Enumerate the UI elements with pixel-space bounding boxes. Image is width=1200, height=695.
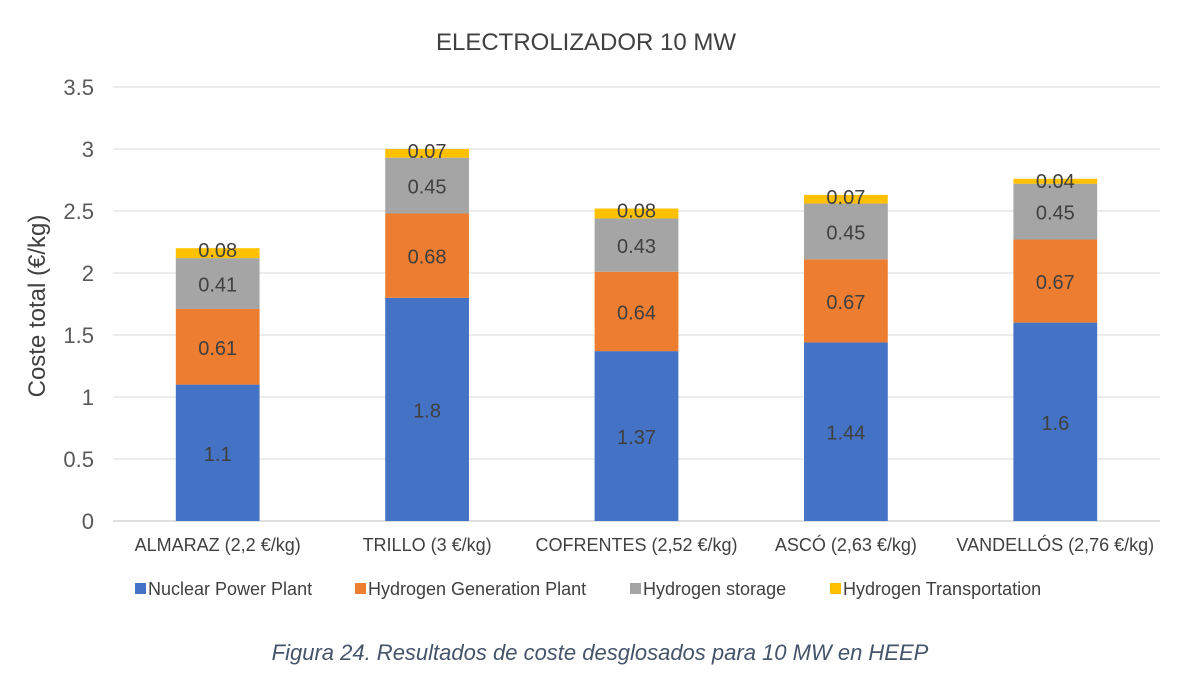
x-tick-label: ASCÓ (2,63 €/kg) [775, 534, 917, 555]
bar-segment [804, 259, 888, 343]
bar-segment [594, 208, 679, 219]
bar-segment [804, 342, 888, 521]
data-label: 1.37 [617, 427, 656, 449]
bars: 1.1 0.61 0.41 0.08 1.8 0.68 0.45 0.07 1.37 0.64 0.… [175, 141, 1098, 521]
figure-caption: Figura 24. Resultados de coste desglosad… [271, 640, 929, 665]
data-label: 0.07 [408, 141, 447, 163]
bar-segment [175, 308, 260, 385]
data-label: 0.45 [408, 177, 447, 199]
data-label: 0.67 [1036, 272, 1075, 294]
stacked-bar-chart: ELECTROLIZADOR 10 MW Coste total (€/kg) … [24, 29, 1160, 599]
data-label: 0.64 [617, 302, 656, 324]
bar-segment [804, 203, 888, 260]
data-label: 0.08 [198, 240, 237, 262]
legend: Nuclear Power Plant Hydrogen Generation P… [135, 579, 1041, 599]
x-tick-label: ALMARAZ (2,2 €/kg) [135, 535, 301, 555]
data-label: 1.1 [204, 444, 232, 466]
data-label: 0.61 [198, 338, 237, 360]
legend-entry: Hydrogen Transportation [843, 579, 1041, 599]
bar-segment [594, 271, 679, 352]
bar-segment [1013, 183, 1098, 240]
y-tick-label: 3.5 [63, 75, 94, 100]
bar-segment [385, 157, 469, 214]
y-tick-label: 2 [82, 261, 94, 286]
bar-segment [385, 297, 469, 521]
bar-segment [385, 213, 469, 298]
y-tick-label: 0.5 [63, 447, 94, 472]
y-axis-ticks: 0 0.5 1 1.5 2 2.5 3 3.5 [63, 75, 94, 534]
legend-entry: Hydrogen Generation Plant [368, 579, 586, 599]
data-label: 1.6 [1041, 413, 1069, 435]
y-tick-label: 1.5 [63, 323, 94, 348]
bar-segment [175, 258, 260, 309]
bar-segment [175, 248, 260, 259]
x-tick-label: COFRENTES (2,52 €/kg) [535, 535, 737, 555]
data-label: 0.67 [826, 292, 865, 314]
data-label: 0.04 [1036, 171, 1075, 193]
x-axis-ticks: ALMARAZ (2,2 €/kg) TRILLO (3 €/kg) COFRENT… [135, 534, 1155, 555]
y-tick-label: 3 [82, 137, 94, 162]
legend-swatch [135, 583, 146, 594]
chart-title: ELECTROLIZADOR 10 MW [436, 29, 736, 56]
data-label: 0.45 [826, 222, 865, 244]
data-label: 1.44 [826, 423, 865, 445]
y-tick-label: 2.5 [63, 199, 94, 224]
data-label: 0.08 [617, 201, 656, 223]
y-tick-label: 0 [82, 509, 94, 534]
data-label: 0.45 [1036, 203, 1075, 225]
x-tick-label: TRILLO (3 €/kg) [363, 535, 492, 555]
bar-segment [1013, 178, 1098, 184]
bar-segment [1013, 322, 1098, 521]
legend-swatch [830, 583, 841, 594]
y-tick-label: 1 [82, 385, 94, 410]
legend-entry: Hydrogen storage [643, 579, 786, 599]
bar-segment [804, 194, 888, 204]
bar-segment [385, 149, 469, 158]
x-tick-label: VANDELLÓS (2,76 €/kg) [956, 534, 1154, 555]
legend-entry: Nuclear Power Plant [148, 579, 312, 599]
bar-segment [594, 351, 679, 521]
data-label: 1.8 [413, 400, 441, 422]
data-label: 0.07 [826, 187, 865, 209]
bar-segment [175, 384, 260, 521]
data-label: 0.43 [617, 236, 656, 258]
legend-swatch [630, 583, 641, 594]
data-label: 0.68 [408, 247, 447, 269]
y-axis-label: Coste total (€/kg) [24, 215, 51, 398]
bar-segment [1013, 239, 1098, 323]
bar-segment [594, 218, 679, 272]
legend-swatch [355, 583, 366, 594]
data-label: 0.41 [198, 275, 237, 297]
